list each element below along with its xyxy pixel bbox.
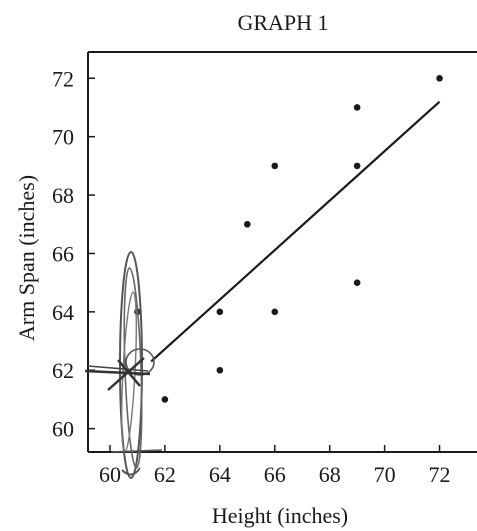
scribble-loop-bottom <box>121 467 141 476</box>
data-point <box>353 279 361 286</box>
scribble-arrow-line <box>84 369 151 376</box>
trend-line-group <box>150 100 441 363</box>
x-tick-label: 60 <box>99 462 121 487</box>
x-tick-label: 68 <box>319 462 341 487</box>
x-tick-label: 62 <box>154 462 176 487</box>
x-axis-ticks: 60 62 64 66 68 70 72 <box>99 445 451 487</box>
trend-line <box>150 100 441 363</box>
x-tick-label: 72 <box>429 462 451 487</box>
data-point <box>271 308 279 316</box>
scribble-ellipse-outer <box>119 251 143 479</box>
y-axis-ticks: 60 62 64 66 68 70 72 <box>52 66 95 442</box>
y-tick-label: 68 <box>52 183 74 208</box>
y-tick-label: 70 <box>52 125 74 150</box>
x-axis-label: Height (inches) <box>212 503 348 528</box>
y-axis-label: Arm Span (inches) <box>14 175 39 341</box>
data-point <box>271 162 279 170</box>
data-point <box>353 162 361 170</box>
data-point <box>216 366 224 374</box>
y-tick-label: 62 <box>52 358 74 383</box>
data-point <box>436 74 443 82</box>
y-tick-label: 64 <box>52 300 74 325</box>
data-point <box>243 220 251 228</box>
data-point <box>161 396 169 403</box>
data-point <box>353 104 361 111</box>
scribble-arrow-line-2 <box>87 365 149 372</box>
y-tick-label: 72 <box>52 66 74 91</box>
x-tick-label: 66 <box>264 462 286 487</box>
scribble-cross-line-2 <box>117 359 141 387</box>
y-tick-label: 66 <box>52 241 74 266</box>
y-tick-label: 60 <box>52 417 74 442</box>
scribble-base-mark <box>111 449 163 453</box>
plot-frame <box>87 51 477 453</box>
chart-title: GRAPH 1 <box>237 10 328 35</box>
handwritten-scribble <box>84 251 163 479</box>
x-tick-label: 70 <box>374 462 396 487</box>
data-point <box>216 308 224 316</box>
x-tick-label: 64 <box>209 462 231 487</box>
scribble-small-circle <box>125 348 155 376</box>
scribble-cross-line <box>107 357 145 391</box>
